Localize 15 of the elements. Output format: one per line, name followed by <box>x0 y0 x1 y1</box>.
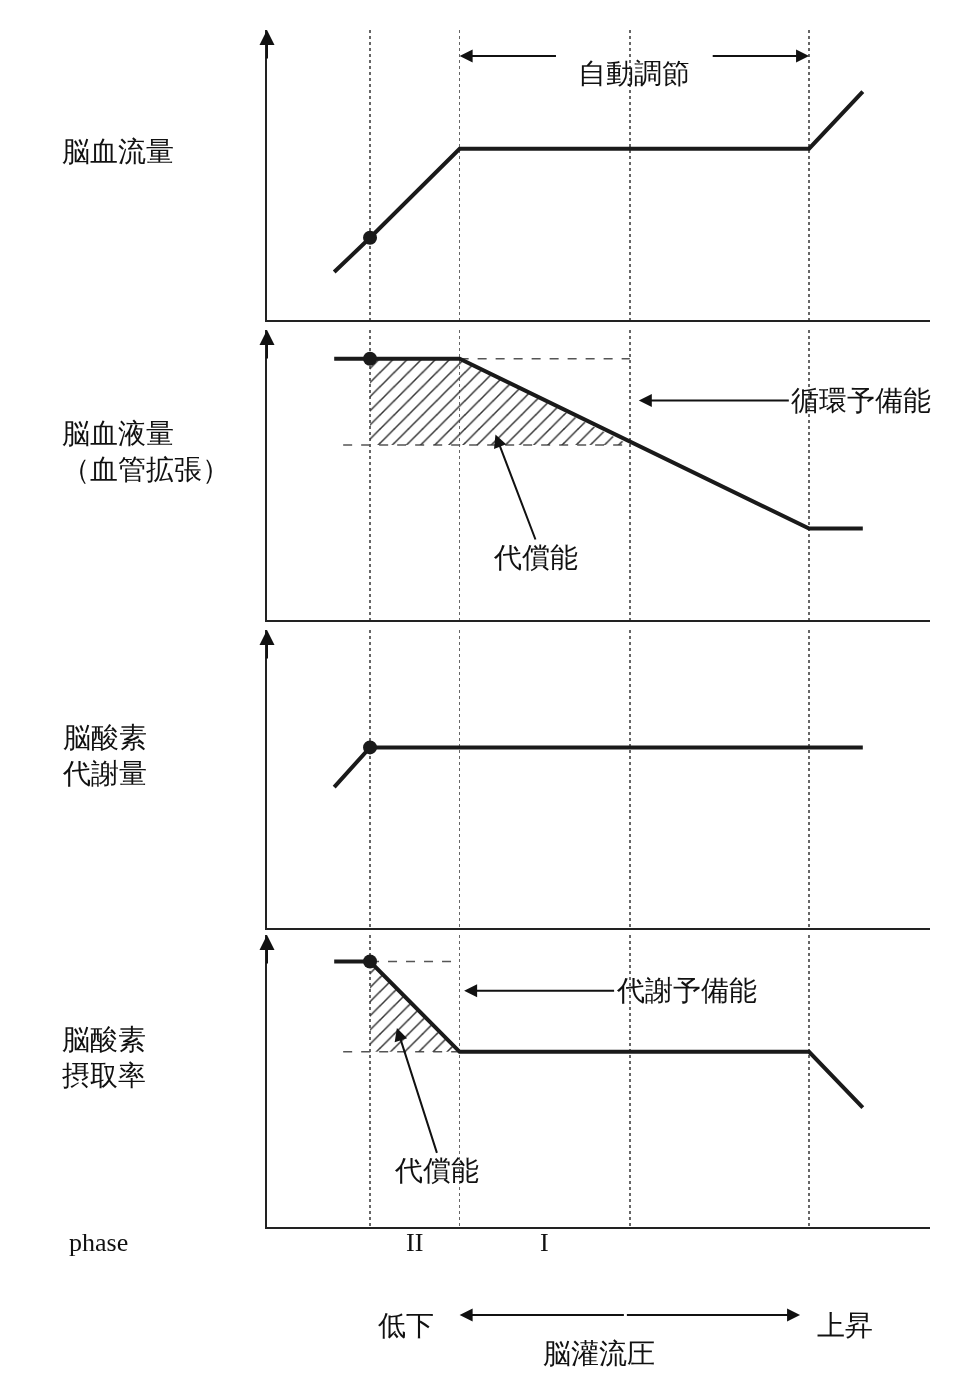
x-axis-title: 脳灌流圧 <box>542 1338 655 1370</box>
x-tick-label: 低下 <box>377 1309 434 1341</box>
text: phase <box>69 1228 129 1257</box>
y-axis-title: 脳血流量 <box>62 136 174 167</box>
text: 自動調節 <box>578 58 690 89</box>
y-axis-title: 脳酸素代謝量 <box>62 722 147 790</box>
text: I <box>540 1228 549 1257</box>
annotation: 代償能 <box>394 1155 479 1186</box>
text: II <box>406 1228 424 1257</box>
annotation: 代謝予備能 <box>616 975 757 1006</box>
y-axis-title: 脳酸素摂取率 <box>62 1024 146 1092</box>
annotation: 循環予備能 <box>791 385 931 416</box>
annotation: 代償能 <box>493 542 578 573</box>
y-axis-title: 脳血液量（血管拡張） <box>62 418 230 486</box>
x-tick-label: 上昇 <box>816 1309 873 1341</box>
